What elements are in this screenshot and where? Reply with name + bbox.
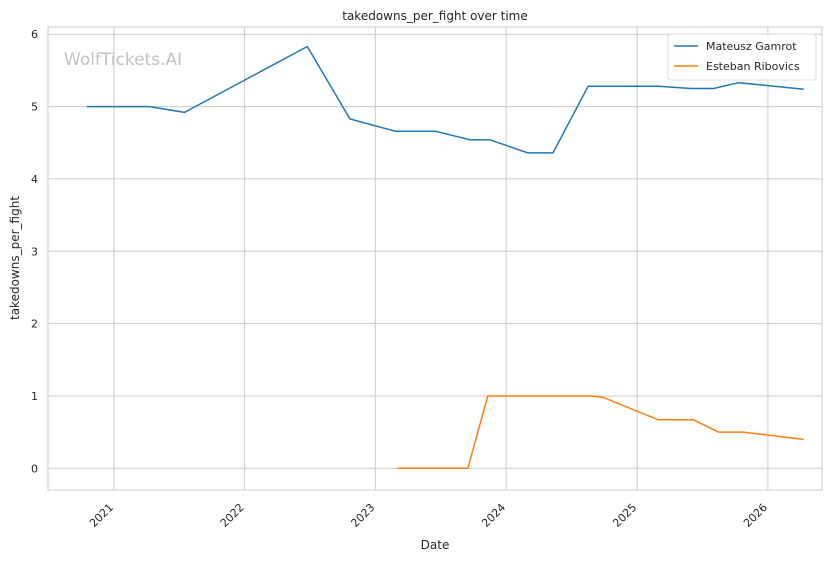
x-tick-label: 2021 — [87, 501, 116, 530]
y-tick-label: 3 — [31, 245, 38, 258]
x-tick-label: 2026 — [741, 501, 770, 530]
y-tick-label: 1 — [31, 390, 38, 403]
legend-label: Esteban Ribovics — [706, 60, 800, 73]
y-tick-label: 2 — [31, 318, 38, 331]
x-tick-label: 2022 — [218, 501, 247, 530]
legend-label: Mateusz Gamrot — [706, 40, 797, 53]
x-axis-label: Date — [421, 538, 450, 552]
watermark-text: WolfTickets.AI — [64, 50, 182, 70]
y-axis-label: takedowns_per_fight — [8, 196, 22, 320]
x-axis-ticks: 2021 2022 2023 2024 2025 2026 — [87, 501, 770, 530]
y-tick-label: 4 — [31, 173, 38, 186]
chart-title: takedowns_per_fight over time — [342, 9, 528, 23]
y-tick-label: 6 — [31, 28, 38, 41]
plot-frame — [47, 26, 823, 491]
grid-lines — [48, 27, 822, 490]
legend-box — [667, 33, 817, 81]
series-line-0 — [86, 45, 804, 154]
series-lines — [86, 45, 804, 470]
legend: Mateusz Gamrot Esteban Ribovics — [667, 33, 817, 81]
y-axis-ticks: 0 1 2 3 4 5 6 — [31, 28, 38, 475]
x-tick-label: 2023 — [348, 501, 377, 530]
x-tick-label: 2025 — [610, 501, 639, 530]
y-tick-label: 0 — [31, 462, 38, 475]
y-tick-label: 5 — [31, 101, 38, 114]
series-line-1 — [397, 395, 804, 470]
x-tick-label: 2024 — [479, 501, 508, 530]
